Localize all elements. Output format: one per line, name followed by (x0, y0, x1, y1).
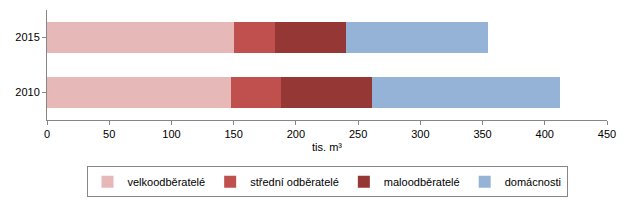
svg-text:maloodběratelé: maloodběratelé (384, 176, 460, 188)
svg-text:450: 450 (598, 128, 616, 140)
svg-text:střední odběratelé: střední odběratelé (250, 176, 339, 188)
svg-text:150: 150 (224, 128, 242, 140)
svg-text:domácnosti: domácnosti (505, 176, 561, 188)
svg-text:tis. m³: tis. m³ (312, 141, 342, 153)
svg-text:2015: 2015 (15, 31, 39, 43)
svg-text:100: 100 (162, 128, 180, 140)
svg-text:350: 350 (473, 128, 491, 140)
svg-text:0: 0 (44, 128, 50, 140)
svg-text:200: 200 (287, 128, 305, 140)
svg-text:2010: 2010 (15, 86, 39, 98)
svg-text:50: 50 (103, 128, 115, 140)
svg-text:velkoodběratelé: velkoodběratelé (128, 176, 206, 188)
svg-text:300: 300 (411, 128, 429, 140)
svg-text:250: 250 (349, 128, 367, 140)
svg-text:400: 400 (536, 128, 554, 140)
